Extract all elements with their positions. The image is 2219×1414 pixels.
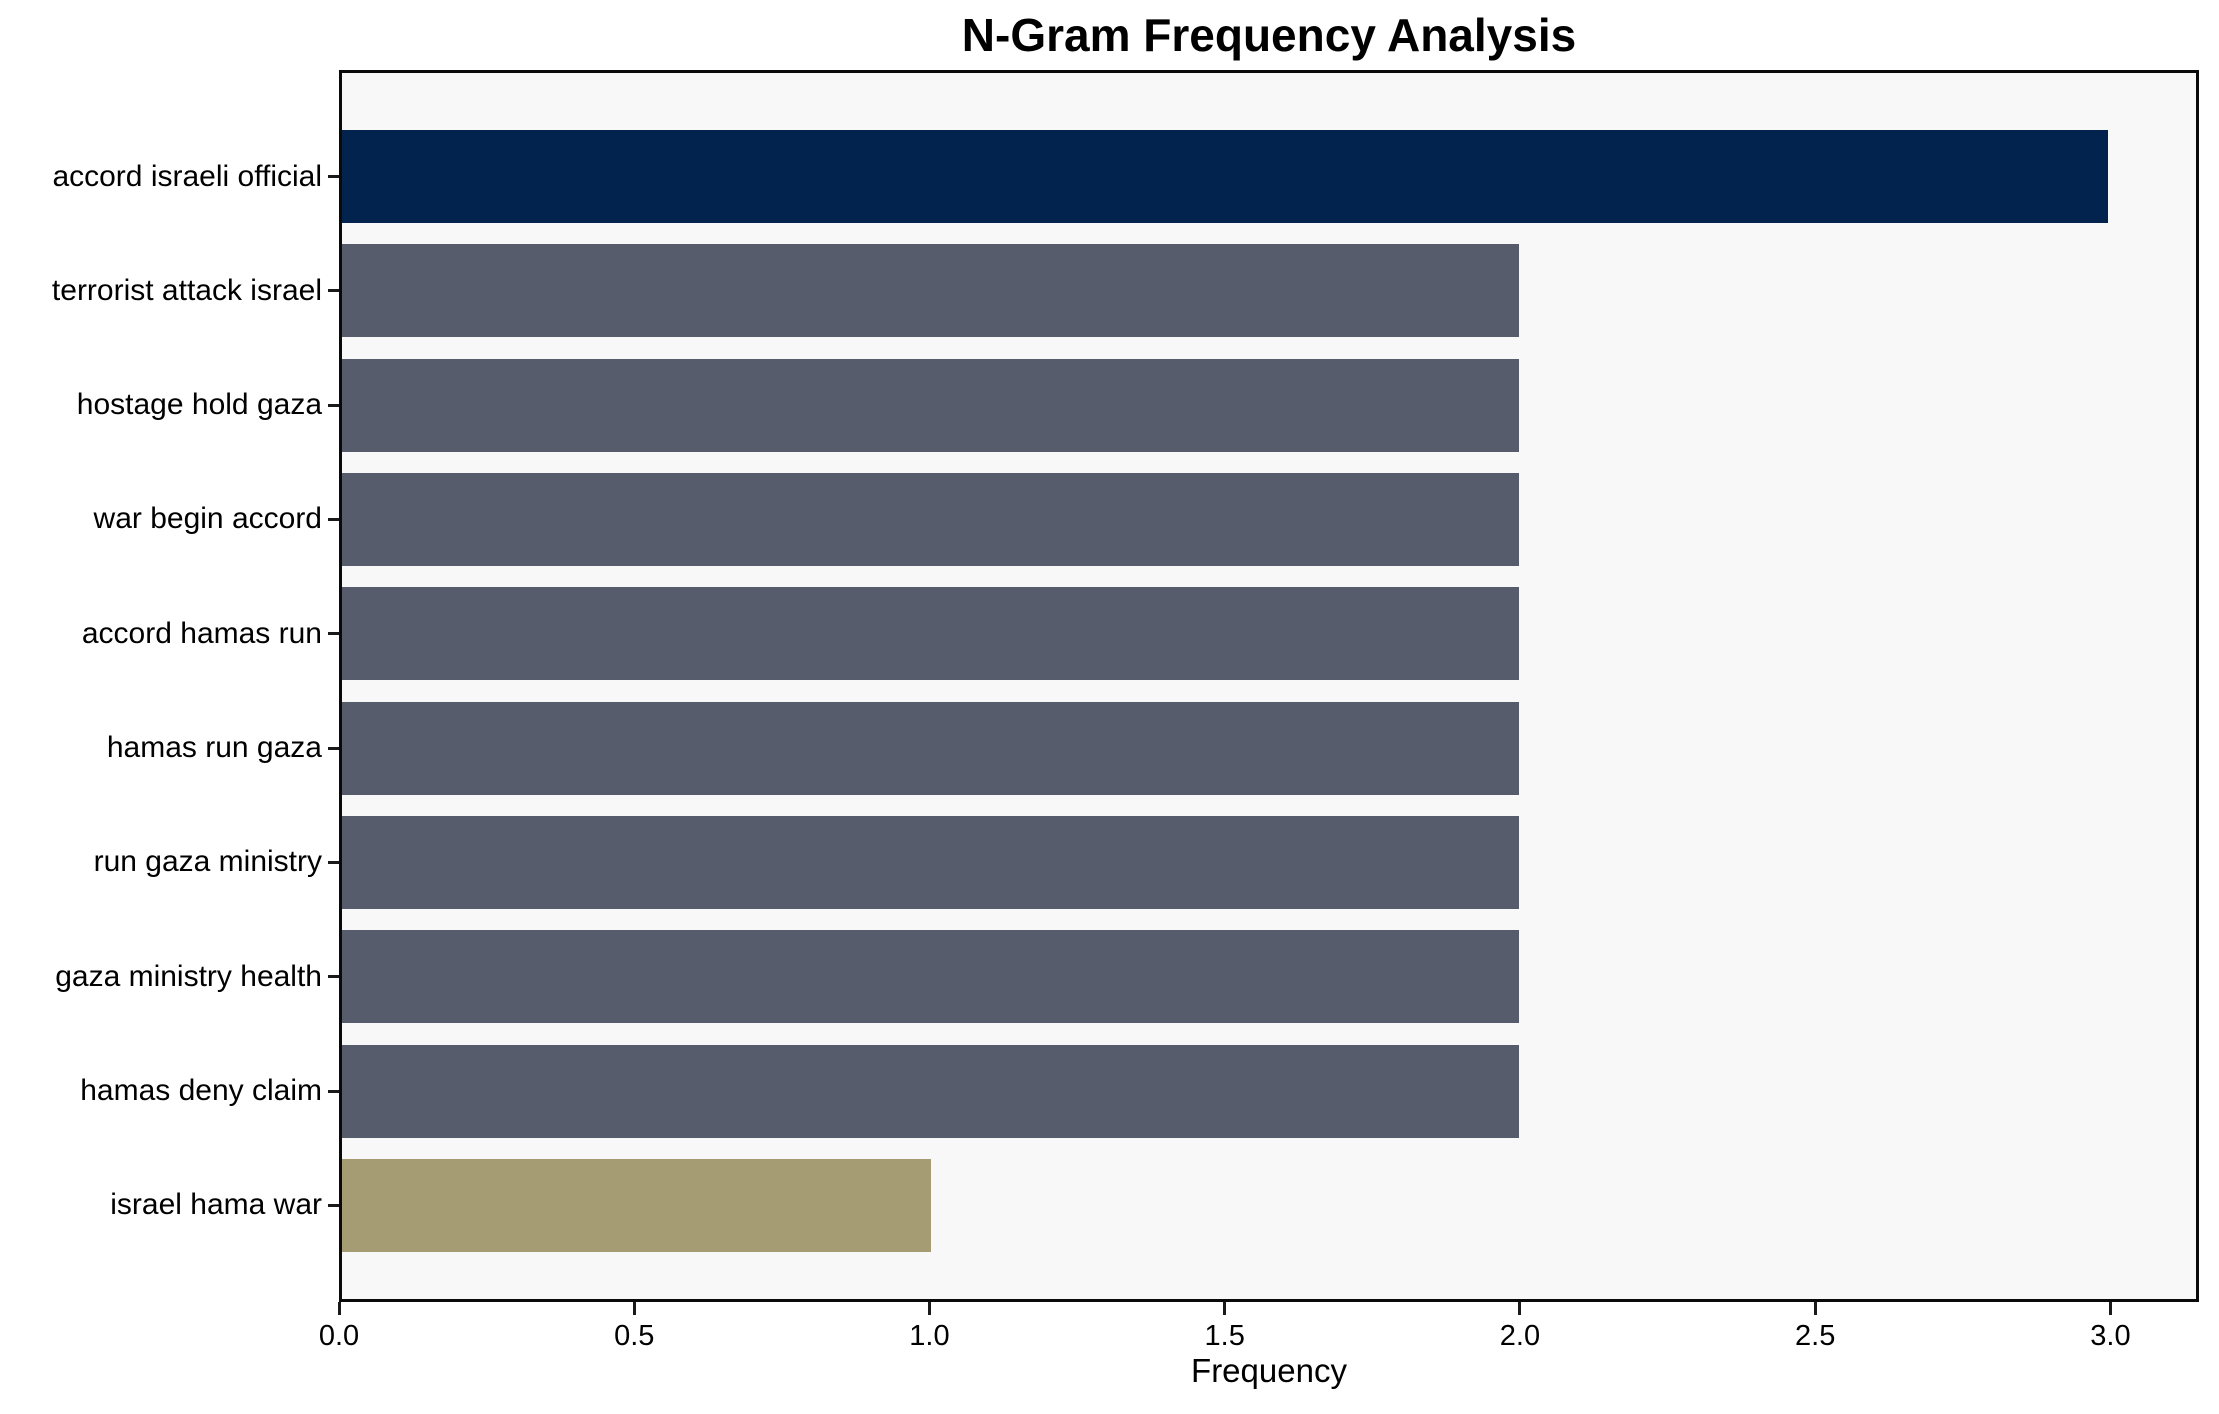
y-tick-label: terrorist attack israel (51, 273, 322, 307)
plot-area (339, 70, 2199, 1302)
y-tick-mark (328, 632, 339, 636)
y-tick-mark (328, 403, 339, 407)
x-tick-mark (2108, 1302, 2112, 1315)
y-tick-label: hostage hold gaza (76, 388, 322, 422)
bar-hamas-deny-claim (342, 1044, 1520, 1138)
x-tick-label: 2.0 (1499, 1320, 1541, 1352)
bar-accord-hamas-run (342, 587, 1520, 681)
y-tick-label: hamas deny claim (80, 1074, 322, 1108)
bar-accord-israeli-official (342, 130, 2108, 223)
chart-title: N-Gram Frequency Analysis (961, 9, 1577, 61)
y-tick-label: israel hama war (110, 1188, 322, 1222)
bar-run-gaza-ministry (342, 815, 1520, 909)
x-tick-label: 1.5 (1204, 1320, 1245, 1352)
y-tick-label: hamas run gaza (106, 731, 322, 765)
y-tick-label: run gaza ministry (93, 845, 322, 879)
x-tick-label: 3.0 (2090, 1320, 2131, 1352)
y-tick-mark (328, 860, 339, 864)
y-tick-mark (328, 746, 339, 750)
y-tick-label: accord hamas run (81, 616, 322, 650)
x-axis-label: Frequency (1191, 1352, 1347, 1389)
y-tick-mark (328, 1089, 339, 1093)
y-tick-mark (328, 517, 339, 521)
x-tick-mark (1813, 1302, 1817, 1315)
x-tick-mark (1223, 1302, 1227, 1315)
bar-hostage-hold-gaza (342, 358, 1520, 452)
bar-hamas-run-gaza (342, 701, 1520, 795)
bar-war-begin-accord (342, 472, 1520, 566)
x-tick-label: 0.0 (318, 1320, 360, 1352)
y-tick-mark (328, 975, 339, 979)
y-tick-label: accord israeli official (52, 159, 322, 193)
x-tick-mark (927, 1302, 931, 1315)
y-tick-mark (328, 175, 339, 178)
y-tick-mark (328, 289, 339, 293)
x-tick-mark (1518, 1302, 1522, 1315)
x-tick-mark (632, 1302, 636, 1315)
bar-israel-hama-war (342, 1158, 931, 1252)
y-tick-label: gaza ministry health (55, 959, 322, 993)
bar-terrorist-attack-israel (342, 244, 1520, 338)
y-tick-label: war begin accord (93, 502, 322, 536)
y-tick-mark (328, 1203, 339, 1207)
x-tick-label: 0.5 (614, 1320, 655, 1352)
x-tick-mark (337, 1302, 341, 1315)
x-tick-label: 1.0 (909, 1320, 950, 1352)
x-tick-label: 2.5 (1795, 1320, 1836, 1352)
bar-gaza-ministry-health (342, 930, 1520, 1024)
